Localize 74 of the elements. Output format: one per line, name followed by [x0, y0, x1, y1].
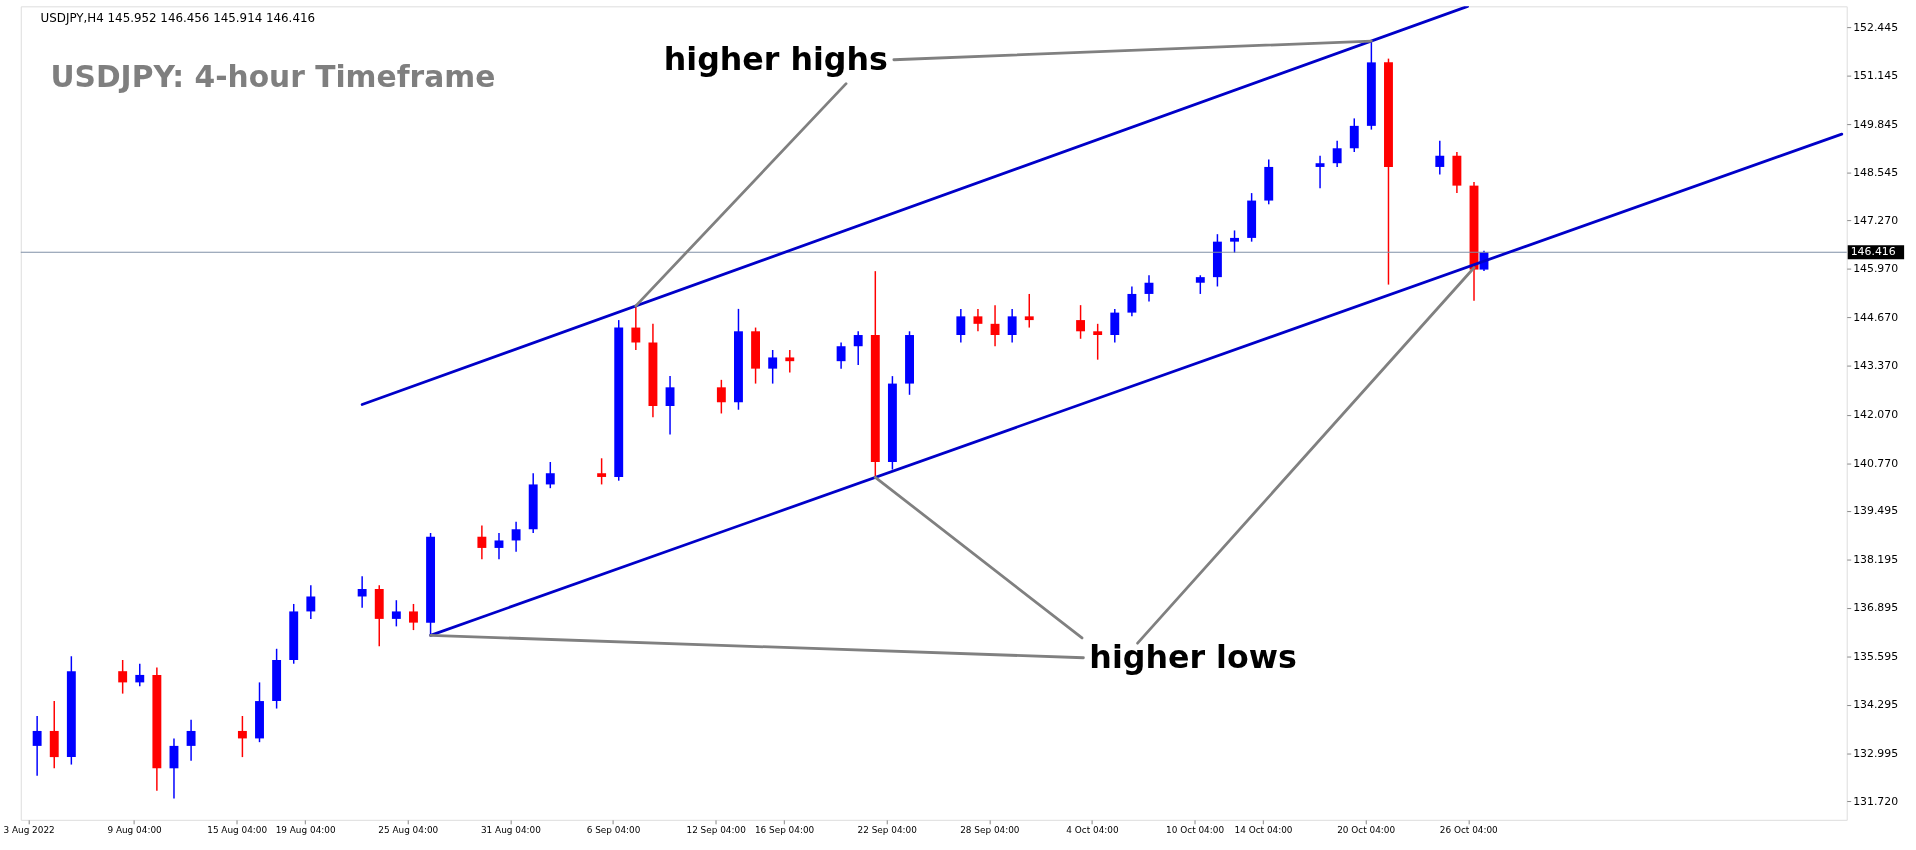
y-tick-label: 148.545 — [1853, 166, 1899, 180]
candlestick — [32, 715, 42, 777]
y-tick-label: 140.770 — [1853, 456, 1899, 470]
candlestick — [956, 308, 966, 344]
candlestick — [135, 662, 145, 687]
y-tick-label: 144.670 — [1853, 310, 1899, 324]
text: USDJPY: 4-hour Timeframe — [50, 58, 496, 94]
candlestick — [409, 603, 418, 631]
x-tick-label: 28 Sep 04:00 — [960, 825, 1020, 836]
x-tick-label: 14 Oct 04:00 — [1234, 825, 1293, 836]
candlestick — [237, 715, 247, 758]
candlestick — [785, 349, 795, 374]
x-tick-label: 4 Oct 04:00 — [1066, 825, 1119, 836]
candlestick — [357, 575, 367, 609]
candlestick — [477, 524, 487, 560]
candlestick — [494, 532, 504, 560]
candlestick — [1349, 117, 1359, 153]
candlestick — [768, 349, 778, 385]
candlestick — [631, 305, 641, 351]
candlestick — [990, 304, 1000, 347]
x-tick-label: 3 Aug 2022 — [3, 825, 55, 836]
y-tick-label: 151.145 — [1853, 69, 1899, 83]
annotation: USDJPY,H4 145.952 146.456 145.914 146.416 — [40, 11, 316, 26]
candlestick — [118, 659, 128, 695]
candlestick — [1024, 293, 1034, 329]
y-tick-label: 143.370 — [1853, 359, 1899, 373]
candlestick — [1315, 155, 1325, 189]
x-tick-label: 19 Aug 04:00 — [275, 825, 336, 836]
y-tick-label: 142.070 — [1853, 408, 1899, 422]
annotation: higher lows — [1089, 638, 1297, 675]
ref-line-label: 146.416 — [1850, 245, 1896, 259]
x-tick-label: 31 Aug 04:00 — [480, 825, 542, 836]
y-tick-label: 152.445 — [1853, 20, 1899, 34]
x-tick-label: 12 Sep 04:00 — [686, 825, 747, 836]
x-tick-label: 16 Sep 04:00 — [754, 825, 815, 836]
candlestick — [1195, 274, 1205, 295]
candlestick — [665, 375, 675, 436]
candlestick — [836, 341, 846, 370]
y-tick-label: 145.970 — [1853, 262, 1899, 276]
candlestick — [1230, 229, 1239, 254]
candlestick — [306, 584, 316, 620]
y-tick-label: 138.195 — [1853, 552, 1899, 566]
candlestick — [1093, 323, 1103, 361]
x-tick-label: 22 Sep 04:00 — [857, 825, 918, 836]
x-tick-label: 6 Sep 04:00 — [586, 825, 641, 836]
x-tick-label: 26 Oct 04:00 — [1439, 825, 1499, 836]
candlestick — [545, 461, 555, 489]
x-tick-label: 15 Aug 04:00 — [207, 825, 268, 836]
candlestick — [391, 599, 401, 628]
y-tick-label: 139.495 — [1853, 504, 1899, 518]
candlestick — [1435, 140, 1445, 176]
x-tick-label: 25 Aug 04:00 — [378, 825, 439, 836]
candlestick — [597, 457, 607, 486]
candlestick — [716, 379, 726, 415]
annotation: higher highs — [663, 40, 888, 77]
x-tick-label: 20 Oct 04:00 — [1337, 825, 1396, 836]
candlestick — [511, 521, 521, 553]
candlestick — [186, 719, 196, 762]
y-tick-label: 131.720 — [1853, 794, 1899, 808]
x-tick-label: 9 Aug 04:00 — [107, 825, 163, 836]
candlestick — [1127, 285, 1137, 318]
candlestick — [973, 308, 983, 333]
x-tick-label: 10 Oct 04:00 — [1166, 825, 1225, 836]
y-tick-label: 136.895 — [1853, 601, 1899, 615]
y-tick-label: 147.270 — [1853, 213, 1899, 227]
y-tick-label: 135.595 — [1853, 649, 1899, 663]
candlestick — [1076, 304, 1086, 340]
candlestick — [1110, 308, 1120, 344]
candlestick — [1332, 140, 1342, 168]
candlestick — [853, 330, 863, 366]
y-tick-label: 134.295 — [1853, 698, 1899, 712]
y-tick-label: 132.995 — [1853, 747, 1899, 761]
candlestick — [1007, 308, 1017, 344]
y-tick-label: 149.845 — [1853, 117, 1899, 131]
